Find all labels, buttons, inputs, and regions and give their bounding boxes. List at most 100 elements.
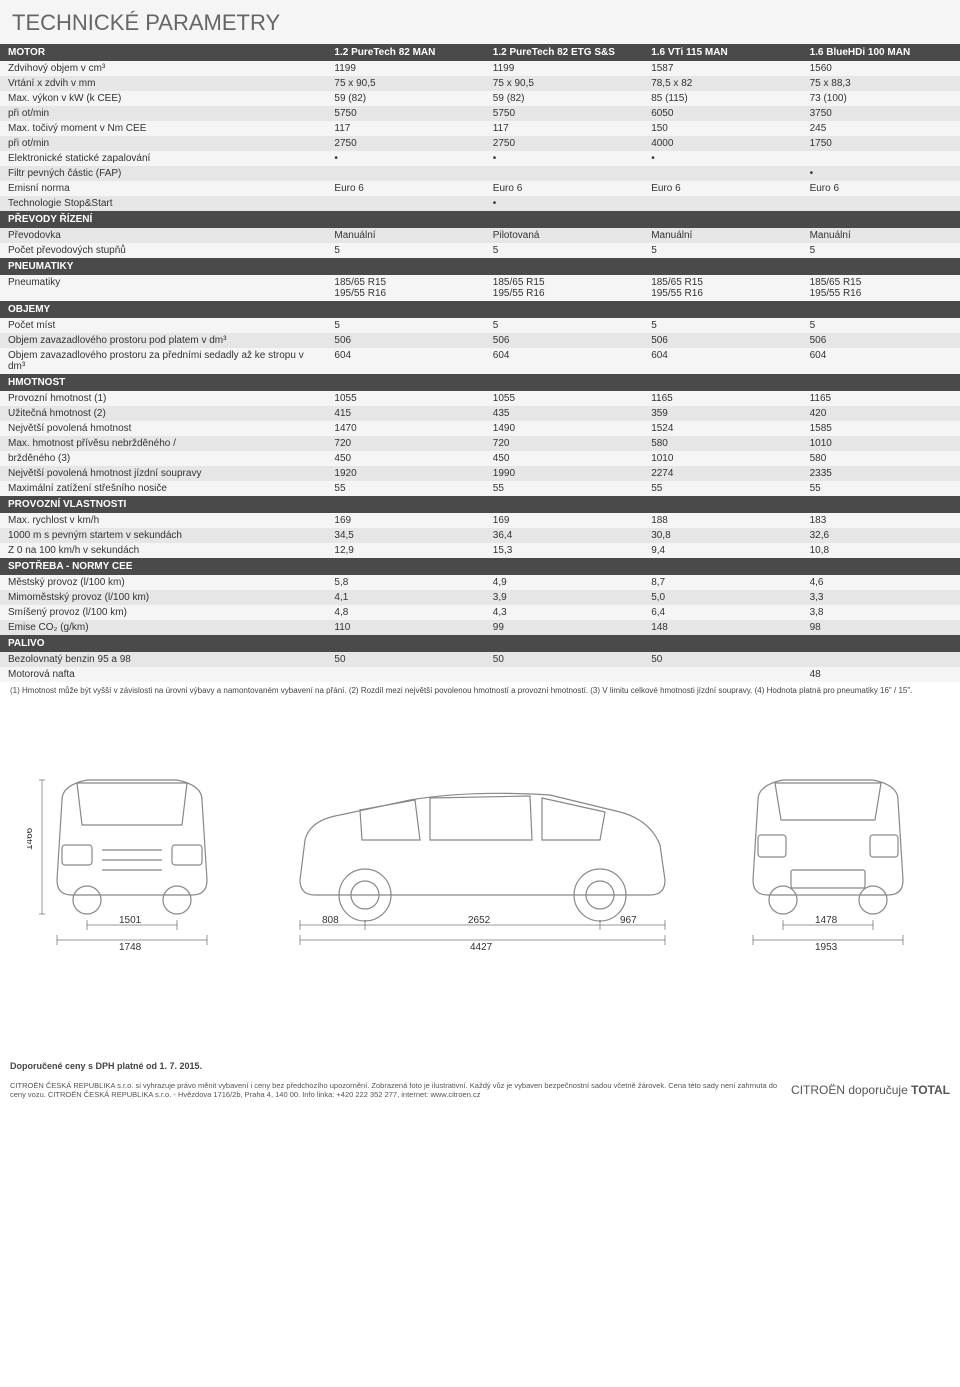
row-value: 4000 — [643, 136, 801, 151]
header-motor: MOTOR — [0, 44, 326, 61]
row-label: Počet převodových stupňů — [0, 243, 326, 258]
row-value: 1524 — [643, 421, 801, 436]
row-value: 50 — [326, 652, 484, 667]
row-value: 59 (82) — [326, 91, 484, 106]
row-value: 3,8 — [802, 605, 960, 620]
row-value: 6050 — [643, 106, 801, 121]
section-header: OBJEMY — [0, 301, 960, 318]
row-value: 169 — [326, 513, 484, 528]
row-value: 1587 — [643, 61, 801, 76]
section-header: SPOTŘEBA - NORMY CEE — [0, 558, 960, 575]
row-value: 5 — [326, 243, 484, 258]
row-value — [643, 667, 801, 682]
row-value: 1165 — [802, 391, 960, 406]
row-label: Max. rychlost v km/h — [0, 513, 326, 528]
row-value: 420 — [802, 406, 960, 421]
spec-table: MOTOR1.2 PureTech 82 MAN1.2 PureTech 82 … — [0, 44, 960, 682]
row-value: 2750 — [485, 136, 643, 151]
row-value — [326, 166, 484, 181]
row-label: Emise CO₂ (g/km) — [0, 620, 326, 635]
row-value — [485, 667, 643, 682]
row-value: 15,3 — [485, 543, 643, 558]
row-value: 5 — [485, 318, 643, 333]
row-value: 4,8 — [326, 605, 484, 620]
row-value — [802, 196, 960, 211]
row-value: 185/65 R15195/55 R16 — [643, 275, 801, 301]
row-value: 3750 — [802, 106, 960, 121]
row-value: 604 — [802, 348, 960, 374]
row-value — [326, 667, 484, 682]
row-value: 435 — [485, 406, 643, 421]
row-label: bržděného (3) — [0, 451, 326, 466]
row-label: Provozní hmotnost (1) — [0, 391, 326, 406]
row-value: Manuální — [643, 228, 801, 243]
row-value: 4,3 — [485, 605, 643, 620]
row-value: • — [643, 151, 801, 166]
row-value: 1470 — [326, 421, 484, 436]
row-value — [802, 151, 960, 166]
row-value: 98 — [802, 620, 960, 635]
section-header: PNEUMATIKY — [0, 258, 960, 275]
row-value: 5750 — [326, 106, 484, 121]
row-value: 2750 — [326, 136, 484, 151]
row-value: 169 — [485, 513, 643, 528]
row-label: Emisní norma — [0, 181, 326, 196]
legal-text: CITROËN ČESKÁ REPUBLIKA s.r.o. si vyhraz… — [10, 1081, 791, 1099]
row-value: 5,0 — [643, 590, 801, 605]
row-value: Manuální — [326, 228, 484, 243]
section-header: PALIVO — [0, 635, 960, 652]
row-label: Zdvihový objem v cm³ — [0, 61, 326, 76]
page-title: TECHNICKÉ PARAMETRY — [0, 0, 960, 44]
row-value: 720 — [485, 436, 643, 451]
row-value: 4,9 — [485, 575, 643, 590]
row-value: 5 — [643, 318, 801, 333]
row-value: 55 — [485, 481, 643, 496]
row-value: 1990 — [485, 466, 643, 481]
row-value: 99 — [485, 620, 643, 635]
row-value: 1199 — [326, 61, 484, 76]
row-value: 1055 — [326, 391, 484, 406]
row-value: Euro 6 — [485, 181, 643, 196]
row-label: Z 0 na 100 km/h v sekundách — [0, 543, 326, 558]
row-value: 78,5 x 82 — [643, 76, 801, 91]
row-value: 30,8 — [643, 528, 801, 543]
row-value — [643, 196, 801, 211]
dim-front-overhang: 808 — [322, 915, 339, 926]
row-value: 185/65 R15195/55 R16 — [326, 275, 484, 301]
row-value: 48 — [802, 667, 960, 682]
car-front-view: 1466 1501 1748 — [27, 750, 237, 955]
row-value: 150 — [643, 121, 801, 136]
row-value: 604 — [326, 348, 484, 374]
row-value: 3,3 — [802, 590, 960, 605]
row-value: 1490 — [485, 421, 643, 436]
row-label: Filtr pevných částic (FAP) — [0, 166, 326, 181]
row-value: 1920 — [326, 466, 484, 481]
row-value: 3,9 — [485, 590, 643, 605]
row-value: 1010 — [802, 436, 960, 451]
row-label: Užitečná hmotnost (2) — [0, 406, 326, 421]
row-label: Technologie Stop&Start — [0, 196, 326, 211]
row-value: 2335 — [802, 466, 960, 481]
row-value: 55 — [643, 481, 801, 496]
row-value: 1055 — [485, 391, 643, 406]
row-value: 12,9 — [326, 543, 484, 558]
dimension-diagrams: 1466 1501 1748 808 2652 967 4427 1478 19… — [0, 700, 960, 1055]
row-value: Manuální — [802, 228, 960, 243]
row-value: 36,4 — [485, 528, 643, 543]
dim-length: 4427 — [470, 942, 493, 950]
row-value: 183 — [802, 513, 960, 528]
row-value: • — [326, 151, 484, 166]
row-value: 1199 — [485, 61, 643, 76]
row-value: 10,8 — [802, 543, 960, 558]
row-label: Motorová nafta — [0, 667, 326, 682]
row-value: 32,6 — [802, 528, 960, 543]
row-value: 185/65 R15195/55 R16 — [485, 275, 643, 301]
car-side-view: 808 2652 967 4427 — [270, 750, 690, 955]
row-value: 506 — [485, 333, 643, 348]
row-label: Městský provoz (l/100 km) — [0, 575, 326, 590]
row-value: 359 — [643, 406, 801, 421]
row-value: 75 x 90,5 — [326, 76, 484, 91]
row-value: 85 (115) — [643, 91, 801, 106]
row-value: 110 — [326, 620, 484, 635]
row-value: 75 x 90,5 — [485, 76, 643, 91]
